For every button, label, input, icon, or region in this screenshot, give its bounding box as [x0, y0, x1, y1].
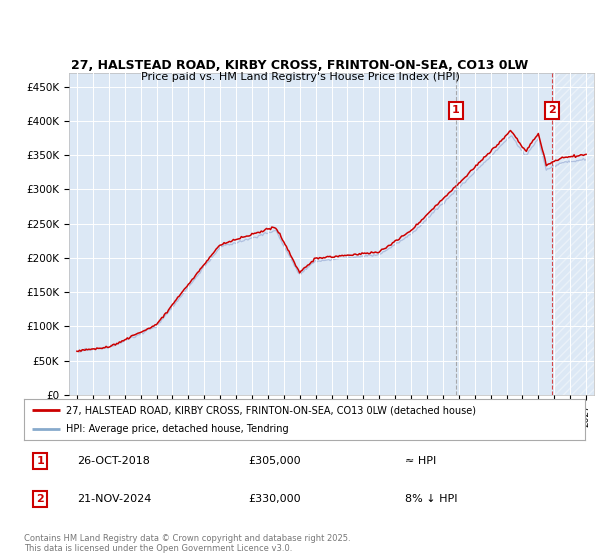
Text: 1: 1 [452, 105, 460, 115]
Text: 26-OCT-2018: 26-OCT-2018 [77, 456, 150, 466]
Text: 27, HALSTEAD ROAD, KIRBY CROSS, FRINTON-ON-SEA, CO13 0LW (detached house): 27, HALSTEAD ROAD, KIRBY CROSS, FRINTON-… [66, 405, 476, 415]
Text: 2: 2 [37, 494, 44, 504]
Text: 27, HALSTEAD ROAD, KIRBY CROSS, FRINTON-ON-SEA, CO13 0LW: 27, HALSTEAD ROAD, KIRBY CROSS, FRINTON-… [71, 59, 529, 72]
Text: ≈ HPI: ≈ HPI [406, 456, 437, 466]
Bar [553, 73, 594, 395]
Text: Contains HM Land Registry data © Crown copyright and database right 2025.
This d: Contains HM Land Registry data © Crown c… [24, 534, 350, 553]
Text: 1: 1 [37, 456, 44, 466]
Text: 2: 2 [548, 105, 556, 115]
Text: £330,000: £330,000 [248, 494, 301, 504]
Text: 8% ↓ HPI: 8% ↓ HPI [406, 494, 458, 504]
Text: HPI: Average price, detached house, Tendring: HPI: Average price, detached house, Tend… [66, 424, 289, 433]
Bar [553, 73, 594, 395]
Text: 21-NOV-2024: 21-NOV-2024 [77, 494, 152, 504]
Text: £305,000: £305,000 [248, 456, 301, 466]
Text: Price paid vs. HM Land Registry's House Price Index (HPI): Price paid vs. HM Land Registry's House … [140, 72, 460, 82]
